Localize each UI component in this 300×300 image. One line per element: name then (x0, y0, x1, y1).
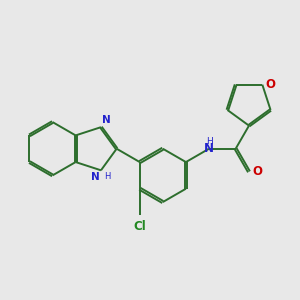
Text: Cl: Cl (134, 220, 146, 233)
Text: H: H (104, 172, 110, 182)
Text: O: O (266, 78, 275, 91)
Text: N: N (204, 142, 214, 155)
Text: N: N (91, 172, 100, 182)
Text: N: N (102, 115, 111, 125)
Text: O: O (252, 165, 262, 178)
Text: H: H (206, 136, 212, 146)
